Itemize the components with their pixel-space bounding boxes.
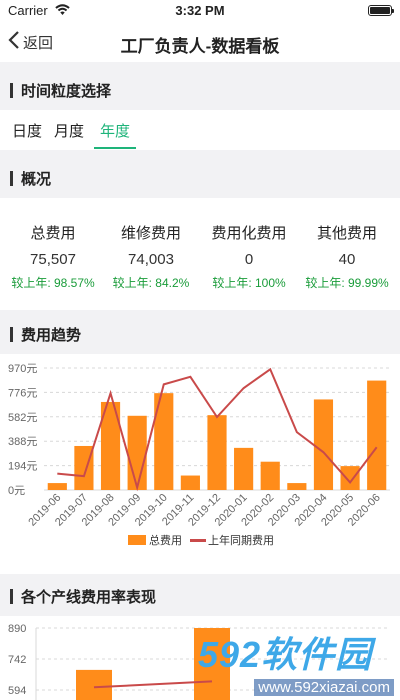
y-tick-label: 594 [8,685,26,697]
line-last-year-cost [57,367,378,492]
chevron-left-icon [8,30,20,54]
battery-icon [368,5,394,16]
y-tick-label: 194元 [8,461,37,473]
overview-label: 其他费用 [316,225,377,242]
trend-chart-panel: 0元 194元 388元 582元 776元 970元 2019-06 2019-07 2019… [0,354,400,574]
granularity-tabs: 日度 月度 年度 [0,110,400,149]
overview-compare: 较上年: 100% [212,276,286,290]
tab-monthly[interactable]: 月度 [54,123,85,140]
bar-product-line [76,669,112,700]
y-tick-label: 388元 [8,436,37,448]
navigation-bar: 返回 工厂负责人-数据看板 [0,22,400,62]
bar-total-cost [287,483,307,490]
overview-item-maintenance: 维修费用 74,003 较上年: 84.2% [102,198,200,291]
section-header-granularity: 时间粒度选择 [0,70,400,110]
legend-label-total: 总费用 [149,533,182,547]
back-button[interactable]: 返回 [8,30,53,54]
overview-item-total: 总费用 75,507 较上年: 98.57% [4,198,102,291]
granularity-panel: 日度 月度 年度 [0,110,400,150]
legend-swatch-total [128,535,146,545]
overview-compare: 较上年: 84.2% [112,276,190,290]
y-tick-label: 776元 [8,387,37,399]
bar-total-cost [207,415,227,490]
clock: 3:32 PM [175,3,225,18]
section-title: 各个产线费用率表现 [21,588,157,606]
section-title: 概况 [21,170,52,188]
bar-total-cost [260,461,280,490]
y-tick-label: 890 [8,623,26,635]
section-marker [10,588,13,604]
overview-label: 总费用 [30,225,76,242]
section-title: 费用趋势 [21,326,82,344]
y-tick-label: 582元 [8,412,37,424]
section-header-product-line: 各个产线费用率表现 [0,576,400,616]
overview-item-other: 其他费用 40 较上年: 99.99% [298,198,396,291]
overview-value: 74,003 [128,251,174,268]
section-marker [10,326,13,342]
page-title: 工厂负责人-数据看板 [120,37,280,56]
y-tick-label: 742 [8,654,26,666]
product-line-chart: 594 742 890 [8,623,390,700]
legend-label-last-year: 上年同期费用 [208,533,274,547]
tab-yearly[interactable]: 年度 [94,118,137,149]
section-header-overview: 概况 [0,158,400,198]
status-bar: Carrier 3:32 PM [0,0,400,22]
watermark-logo: 592软件园 www.592xiazai.com [198,635,396,697]
line-product-line [93,680,213,689]
bar-product-line [194,628,230,700]
wifi-icon [55,4,70,19]
bar-total-cost [180,475,200,490]
section-marker [10,170,13,186]
bar-total-cost [154,393,174,490]
bar-total-cost [313,399,334,490]
section-title: 时间粒度选择 [21,82,112,100]
trend-chart: 0元194元388元582元776元970元2019-062019-072019… [8,363,390,547]
overview-item-expensed: 费用化费用 0 较上年: 100% [200,198,298,291]
carrier-label: Carrier [8,3,48,18]
section-marker [10,82,13,98]
legend-swatch-last-year [190,539,206,542]
back-label: 返回 [23,34,54,52]
overview-value: 0 [244,251,254,268]
y-tick-label: 970元 [8,363,37,375]
section-header-trend: 费用趋势 [0,314,400,354]
bar-total-cost [74,445,94,490]
overview-compare: 较上年: 98.57% [11,276,95,290]
overview-value: 40 [338,251,356,268]
overview-compare: 较上年: 99.99% [305,276,389,290]
bar-total-cost [127,415,147,490]
overview-label: 维修费用 [120,225,181,242]
bar-total-cost [340,466,360,490]
y-tick-label: 0元 [8,485,25,497]
bar-total-cost [47,483,67,490]
bar-total-cost [367,380,387,490]
tab-daily[interactable]: 日度 [12,123,43,140]
overview-value: 75,507 [30,251,76,268]
overview-label: 费用化费用 [211,225,287,242]
overview-panel: 总费用 75,507 较上年: 98.57% 维修费用 74,003 较上年: … [0,198,400,310]
bar-total-cost [100,401,121,490]
bar-total-cost [234,447,254,490]
